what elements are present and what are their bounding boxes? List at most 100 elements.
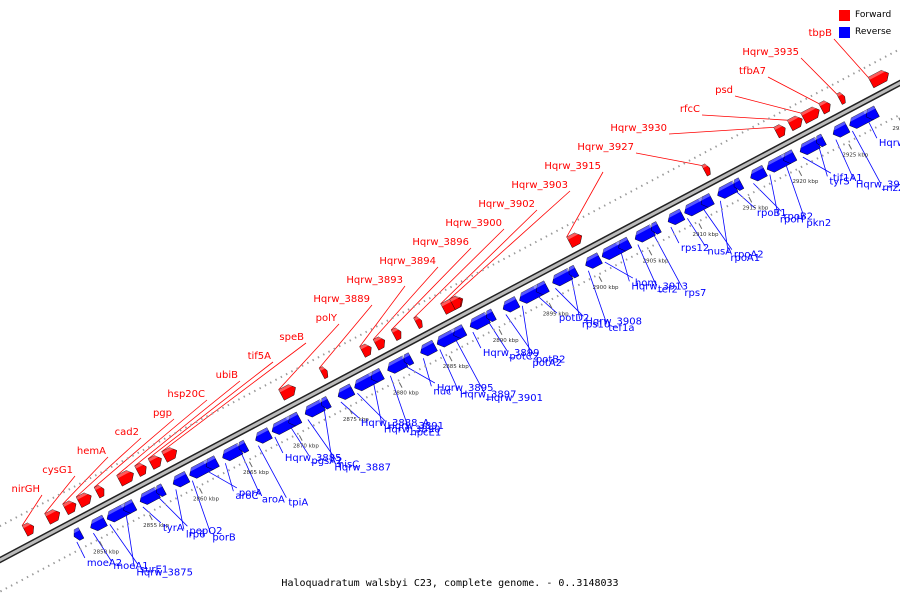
- reverse-label-lrp6: lrp6: [186, 529, 206, 540]
- reverse-label-rps7: rps7: [684, 288, 706, 299]
- forward-label-hqrw-3893: Hqrw_3893: [346, 275, 403, 286]
- reverse-leader-hqrw-3933: [868, 121, 878, 139]
- scale-label: 2890 kbp: [493, 338, 519, 344]
- reverse-gene-tyrs: [813, 133, 827, 148]
- forward-label-tbpb: tbpB: [809, 28, 833, 39]
- leader-lines: [21, 38, 881, 568]
- scale-label: 2905 kbp: [643, 258, 669, 264]
- forward-label-poly: polY: [316, 313, 338, 324]
- reverse-leader-hqrw-3895: [406, 366, 436, 384]
- forward-leader-hqrw-3915: [566, 171, 604, 238]
- reverse-leader-hqrw-3890: [373, 384, 383, 425]
- scale-label: 2860 kbp: [193, 497, 219, 503]
- forward-gene-speb: [161, 445, 178, 463]
- reverse-gene-nuc: [417, 339, 438, 357]
- reverse-label-hqrw-3895: Hqrw_3895: [437, 383, 494, 394]
- forward-gene-rfcc: [786, 113, 803, 132]
- reverse-gene-tpia: [252, 427, 273, 444]
- forward-label-nirgh: nirGH: [12, 484, 41, 495]
- reverse-label-sure1: surE1: [140, 564, 168, 575]
- reverse-label-hom: hom: [635, 278, 657, 289]
- forward-leader-tif5a: [147, 361, 274, 460]
- scale-tick: [798, 170, 803, 177]
- reverse-gene-hqrw-3913: [615, 236, 633, 252]
- reverse-gene-tef1a: [582, 252, 603, 269]
- reverse-leader-rps10: [571, 279, 581, 320]
- reverse-leader-pkn2: [785, 165, 805, 218]
- forward-gene-hqrw-3915: [566, 230, 583, 248]
- reverse-leader-tef2: [637, 244, 657, 285]
- reverse-gene-hpce1: [384, 355, 409, 374]
- reverse-gene-hqrw-3928: [830, 121, 851, 138]
- forward-leader-hqrw-3894: [372, 266, 439, 340]
- forward-label-hqrw-3900: Hqrw_3900: [445, 218, 502, 229]
- reverse-leader-hqrw-3875: [125, 515, 135, 568]
- forward-leader-hqrw-3935: [800, 57, 837, 95]
- legend: Forward Reverse: [837, 9, 897, 43]
- forward-label-rfcc: rfcC: [680, 104, 700, 115]
- forward-label-psd: psd: [715, 85, 733, 96]
- reverse-leader-rps7: [654, 235, 683, 289]
- reverse-gene-hqrw-3887: [318, 396, 332, 410]
- reverse-gene-lrp6: [170, 471, 191, 488]
- reverse-gene-potc2: [483, 308, 497, 323]
- forward-label-tfba7: tfbA7: [739, 66, 766, 77]
- forward-gene-hqrw-3893: [359, 342, 372, 358]
- scale-label: 2930 kbp: [892, 126, 900, 132]
- forward-leader-hqrw-3903: [449, 190, 571, 300]
- scale-tick: [848, 143, 853, 150]
- reverse-label-hqrw-3908: Hqrw_3908: [585, 316, 642, 327]
- reverse-label-hqrw-3901: Hqrw_3901: [486, 393, 543, 404]
- reverse-gene-pkn2: [780, 149, 798, 164]
- reverse-leader-hpce1: [389, 375, 409, 428]
- forward-gene-cysg1: [44, 507, 61, 525]
- forward-leader-hqrw-3889: [318, 304, 373, 369]
- reverse-gene-rps10: [566, 264, 580, 279]
- scale-label: 2875 kbp: [343, 417, 369, 423]
- forward-label-hqrw-3915: Hqrw_3915: [544, 161, 601, 172]
- reverse-label-moea1: moeA1: [113, 561, 148, 572]
- scale-label: 2855 kbp: [143, 523, 169, 529]
- reverse-gene-rpob2: [747, 164, 768, 182]
- reverse-label-hqrw-3885: Hqrw_3885: [285, 453, 342, 464]
- reverse-label-rnz2: rnz2: [882, 183, 900, 194]
- reverse-leader-pota2: [521, 305, 531, 358]
- reverse-leader-moea1: [93, 532, 112, 562]
- forward-label-hqrw-3896: Hqrw_3896: [412, 237, 469, 248]
- map-caption: Haloquadratum walsbyi C23, complete geno…: [281, 578, 619, 589]
- reverse-leader-tif1a1: [802, 156, 832, 174]
- forward-gene-hema: [62, 498, 77, 516]
- reverse-label-aroa: aroA: [262, 494, 285, 505]
- scale-tick: [498, 329, 503, 335]
- reverse-label-pgsa2: pgsA2: [311, 456, 342, 467]
- forward-gene-hqrw-3896: [390, 326, 402, 341]
- lower-dotted-track: [0, 113, 900, 593]
- legend-forward: Forward: [837, 9, 897, 26]
- scale-tick: [149, 514, 153, 521]
- scale-tick: [348, 408, 353, 415]
- reverse-label-rpob1: rpoB1: [757, 208, 787, 219]
- scale-label: 2915 kbp: [742, 205, 768, 211]
- reverse-leader-hqrw-3899: [472, 331, 482, 349]
- reverse-label-potd2: potD2: [559, 313, 589, 324]
- reverse-label-tyra: tyrA: [163, 523, 184, 534]
- scale-tick: [448, 355, 453, 362]
- reverse-leader-hqrw-3913: [620, 253, 630, 282]
- reverse-leader-hqrw-3887: [323, 410, 333, 463]
- forward-label-hqrw-3930: Hqrw_3930: [610, 123, 667, 134]
- forward-gene-hqrw-3927: [701, 162, 711, 177]
- reverse-leader-aroc: [224, 463, 234, 492]
- reverse-label-moea2: moeA2: [87, 558, 122, 569]
- forward-leader-speb: [161, 342, 307, 453]
- forward-gene-hsp20c: [116, 468, 134, 487]
- scale-tick: [548, 302, 553, 309]
- forward-gene-tfba7: [818, 98, 831, 115]
- forward-label-hema: hemA: [77, 446, 106, 457]
- reverse-gene-rpoa2: [698, 193, 715, 208]
- forward-leader-cad2: [75, 437, 142, 498]
- scale-tick: [598, 276, 603, 282]
- forward-leader-hqrw-3893: [359, 285, 406, 347]
- reverse-label-rpoh: rpoH: [780, 215, 804, 226]
- reverse-leader-hom: [604, 261, 634, 279]
